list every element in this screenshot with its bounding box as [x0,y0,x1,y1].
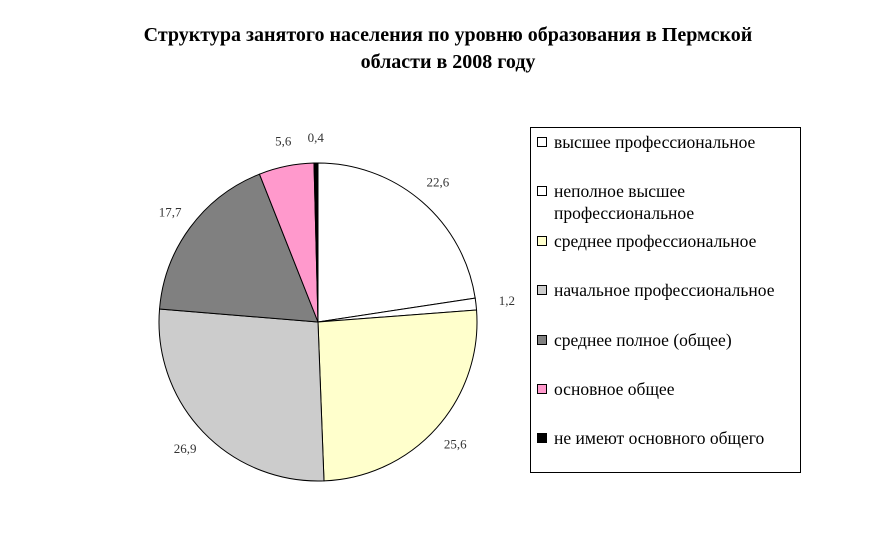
legend-swatch-secondary-general [537,335,547,345]
legend-swatch-basic-general [537,384,547,394]
data-label-incomplete-higher: 1,2 [499,293,515,308]
data-label-no-basic: 0,4 [308,130,325,145]
legend-label-secondary-general: среднее полное (общее) [554,330,732,350]
legend: высшее профессиональное неполное высшее … [530,127,801,473]
legend-item-incomplete-higher: неполное высшее профессиональное [537,180,799,224]
pie-slice-initial-professional [158,308,325,482]
data-label-basic-general: 5,6 [275,134,292,149]
data-label-higher: 22,6 [427,174,450,189]
legend-label-initial-professional: начальное профессиональное [554,280,775,300]
legend-swatch-secondary-professional [537,236,547,246]
legend-label-incomplete-higher: неполное высшее профессиональное [554,181,695,223]
legend-label-basic-general: основное общее [554,379,675,399]
legend-item-initial-professional: начальное профессиональное [537,279,799,301]
data-label-secondary-professional: 25,6 [444,437,467,452]
data-label-secondary-general: 17,7 [159,204,182,219]
legend-item-secondary-professional: среднее профессиональное [537,230,799,252]
chart-title: Структура занятого населения по уровню о… [0,22,896,76]
legend-label-secondary-professional: среднее профессиональное [554,231,757,251]
data-label-initial-professional: 26,9 [174,441,197,456]
pie-slice-no-basic [313,162,319,323]
legend-swatch-initial-professional [537,285,547,295]
legend-label-higher: высшее профессиональное [554,132,756,152]
legend-swatch-higher [537,137,547,147]
legend-label-no-basic: не имеют основного общего [554,428,765,448]
legend-item-higher: высшее профессиональное [537,131,799,153]
legend-item-secondary-general: среднее полное (общее) [537,329,799,351]
legend-swatch-no-basic [537,433,547,443]
legend-item-basic-general: основное общее [537,378,799,400]
pie-slice-higher [317,162,476,323]
pie-slice-secondary-professional [317,309,478,482]
legend-swatch-incomplete-higher [537,186,547,196]
chart-title-line-2: области в 2008 году [360,51,536,73]
chart-title-line-1: Структура занятого населения по уровню о… [143,24,753,46]
legend-item-no-basic: не имеют основного общего [537,427,799,449]
pie-slice-secondary-general [158,173,319,323]
